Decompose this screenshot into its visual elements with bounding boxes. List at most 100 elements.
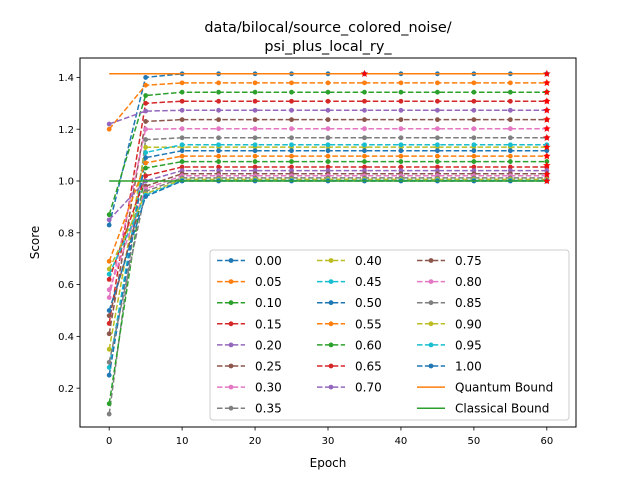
legend-entry: 0.75 [417, 254, 482, 268]
series-point [106, 222, 112, 228]
series-point [252, 142, 258, 148]
legend-frame [209, 249, 570, 421]
legend-label: Quantum Bound [455, 381, 553, 395]
legend-entry: 0.00 [217, 254, 282, 268]
series-point [398, 164, 404, 170]
series-point [106, 258, 112, 264]
legend-label: 0.00 [255, 254, 282, 268]
legend-label: 0.25 [255, 360, 282, 374]
series-point [216, 117, 221, 123]
chart-title-line-2: psi_plus_local_ry_ [264, 39, 392, 55]
series-point [398, 89, 404, 95]
series-point [143, 126, 149, 132]
series-point [325, 107, 331, 113]
y-tick-label: 1.4 [58, 73, 74, 84]
series-point [398, 153, 404, 159]
series-point [435, 107, 440, 113]
series-point [179, 164, 185, 170]
series-point [252, 164, 258, 170]
series-point [289, 135, 294, 141]
legend-label: 0.55 [355, 317, 382, 331]
series-point [179, 142, 185, 148]
series-point [435, 80, 440, 86]
series-point [252, 98, 258, 104]
series-point [252, 148, 258, 154]
series-point [471, 159, 477, 164]
legend-marker [328, 363, 334, 369]
star-marker [543, 143, 551, 151]
legend-label: 0.60 [355, 338, 382, 352]
series-point [289, 126, 294, 132]
legend-label: 0.15 [255, 317, 282, 331]
series-point [216, 142, 221, 148]
series-point [289, 164, 294, 170]
legend-label: 0.65 [355, 360, 382, 374]
legend: 0.00 0.05 0.10 0.15 0.20 0.25 0.30 0.35 0.40 0.45… [209, 249, 570, 421]
series-point [362, 107, 367, 113]
series-point [106, 313, 112, 319]
series-point [507, 126, 513, 132]
chart-title-line-1: data/bilocal/source_colored_noise/ [204, 20, 451, 36]
y-tick-label: 0.2 [58, 384, 74, 395]
series-point [398, 126, 404, 132]
series-point [252, 135, 258, 141]
series-point [289, 148, 294, 154]
legend-marker [228, 321, 234, 327]
series-point [471, 153, 477, 159]
series-point [179, 159, 185, 164]
legend-marker [428, 258, 434, 263]
legend-entry: 0.50 [317, 296, 382, 310]
series-point [471, 98, 477, 104]
series-point [507, 164, 513, 170]
legend-entry: 1.00 [417, 360, 482, 374]
legend-label: 0.05 [255, 275, 282, 289]
legend-marker [228, 300, 234, 306]
series-point [106, 126, 112, 132]
legend-marker [328, 384, 334, 390]
legend-label: 1.00 [455, 360, 482, 374]
series-point [507, 142, 513, 148]
legend-entry: 0.95 [417, 338, 482, 352]
series-point [435, 159, 440, 164]
series-point [507, 117, 513, 123]
series-point [435, 142, 440, 148]
legend-entry: 0.35 [217, 402, 282, 416]
series-point [289, 142, 294, 148]
series-point [398, 98, 404, 104]
legend-entry: 0.65 [317, 360, 382, 374]
x-tick-label: 0 [106, 436, 112, 447]
series-point [143, 119, 149, 124]
series-point [398, 107, 404, 113]
series-point [507, 159, 513, 164]
series-point [435, 164, 440, 170]
series-point [179, 117, 185, 123]
legend-label: 0.50 [355, 296, 382, 310]
series-point [179, 98, 185, 104]
series-point [143, 173, 149, 179]
legend-marker [328, 300, 334, 306]
series-point [216, 89, 221, 95]
x-axis-ticks: 0 10 20 30 40 50 60 [106, 427, 553, 447]
series-point [216, 164, 221, 170]
series-0-20 [106, 107, 550, 127]
series-point [216, 107, 221, 113]
series-point [471, 142, 477, 148]
series-point [362, 89, 367, 95]
series-point [435, 98, 440, 104]
x-tick-label: 40 [395, 436, 408, 447]
series-point [471, 89, 477, 95]
legend-entry: 0.85 [417, 296, 482, 310]
series-point [216, 126, 221, 132]
series-point [106, 401, 112, 407]
legend-label: 0.45 [355, 275, 382, 289]
series-point [289, 117, 294, 123]
series-point [143, 194, 149, 199]
series-point [398, 148, 404, 154]
series-point [471, 107, 477, 113]
series-point [216, 148, 221, 154]
series-point [143, 150, 149, 155]
legend-label: 0.10 [255, 296, 282, 310]
series-point [179, 126, 185, 132]
series-point [143, 165, 149, 171]
series-layer [106, 71, 550, 417]
